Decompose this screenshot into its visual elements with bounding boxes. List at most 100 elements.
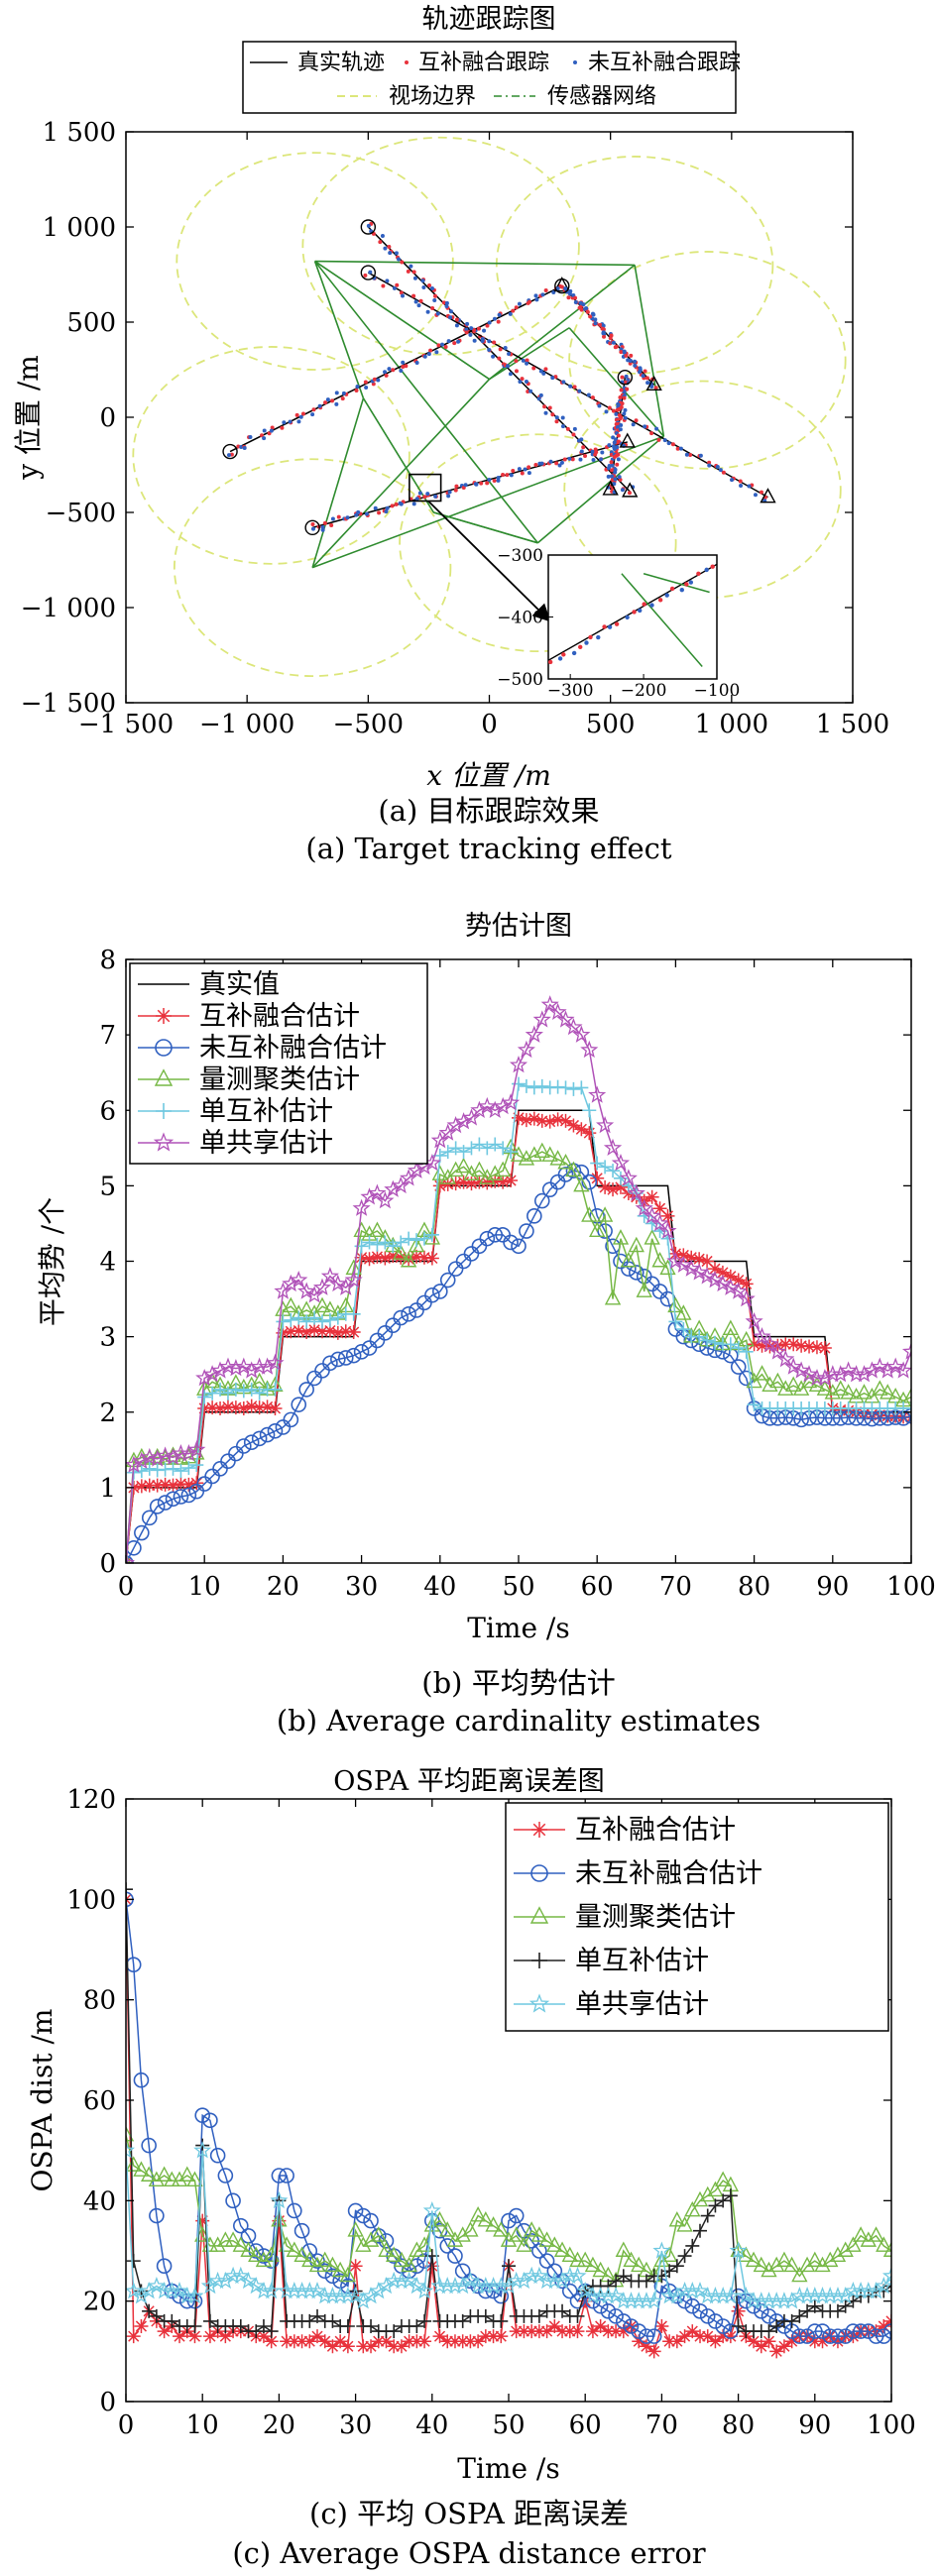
nofusion-track-point (581, 302, 586, 307)
data-point (707, 2313, 724, 2329)
data-point (613, 1171, 628, 1185)
nofusion-track-point (601, 323, 606, 328)
nofusion-track-point (468, 332, 473, 337)
data-point (126, 1553, 136, 1563)
data-point (745, 2251, 762, 2268)
data-point (379, 2334, 394, 2349)
nofusion-track-point (364, 511, 369, 516)
data-point (845, 2323, 862, 2339)
inset-nofusion-point (704, 567, 709, 573)
data-point (800, 2303, 815, 2318)
data-point (233, 2319, 248, 2333)
data-point (677, 2329, 692, 2344)
data-point (462, 2221, 479, 2237)
inset-y-tick-label: −300 (497, 546, 543, 566)
fusion-track-point (620, 401, 625, 406)
network-edge (314, 260, 490, 381)
data-point (446, 2231, 464, 2247)
track-end-marker (645, 375, 662, 392)
nofusion-track-point (463, 483, 468, 488)
data-point (213, 1382, 228, 1397)
data-point (149, 2207, 165, 2224)
data-point (596, 1206, 614, 1222)
fusion-track-point (615, 462, 620, 467)
fusion-track-point (583, 453, 588, 458)
data-point (524, 2221, 540, 2237)
y-tick-label: −1 000 (21, 594, 116, 623)
data-point (494, 2329, 509, 2344)
nofusion-track-point (654, 426, 659, 431)
nofusion-track-point (678, 446, 683, 451)
data-point (785, 1376, 802, 1393)
data-point (231, 2266, 250, 2285)
nofusion-track-point (536, 396, 541, 401)
data-point (220, 1386, 235, 1400)
nofusion-track-point (465, 321, 470, 326)
data-point (698, 1267, 717, 1285)
fusion-track-point (270, 425, 275, 430)
fusion-track-point (602, 334, 607, 339)
data-point (902, 1387, 911, 1403)
nofusion-track-point (559, 460, 564, 465)
data-point (676, 1322, 691, 1337)
data-point (259, 1426, 276, 1443)
series-2 (126, 1110, 911, 1563)
data-point (362, 1252, 377, 1267)
nofusion-track-point (262, 428, 267, 433)
data-point (287, 2334, 301, 2349)
data-point (547, 2319, 562, 2333)
data-point (798, 2256, 816, 2273)
data-point (504, 1145, 519, 1160)
nofusion-track-point (296, 419, 301, 424)
nofusion-track-point (550, 376, 555, 381)
data-point (416, 1231, 431, 1246)
panel-a-legend-box (242, 41, 737, 114)
data-point (645, 2328, 662, 2344)
nofusion-track-point (310, 526, 315, 531)
data-point (553, 2241, 571, 2257)
data-point (806, 2251, 823, 2268)
nofusion-track-point (576, 438, 581, 443)
data-point (542, 1114, 557, 1129)
fusion-track-point (354, 388, 359, 392)
data-point (639, 2328, 654, 2344)
x-tick-label: 1 500 (816, 710, 889, 739)
data-point (310, 2308, 324, 2323)
data-point (402, 1231, 416, 1246)
data-point (502, 1093, 521, 1111)
data-point (233, 2217, 249, 2234)
data-point (248, 2246, 265, 2263)
data-point (814, 2323, 831, 2339)
inset-nofusion-point (571, 650, 577, 656)
data-point (361, 2287, 381, 2304)
nofusion-track-point (317, 403, 322, 408)
data-point (716, 2193, 731, 2208)
network-edge (489, 264, 636, 381)
inset-nofusion-point (720, 564, 724, 568)
data-point (668, 1314, 683, 1329)
data-point (325, 2339, 340, 2354)
fusion-track-point (554, 461, 559, 466)
nofusion-track-point (628, 358, 633, 363)
fusion-track-point (581, 445, 586, 450)
fusion-track-point (562, 457, 567, 462)
nofusion-track-point (620, 488, 625, 493)
data-point (730, 2241, 747, 2257)
fusion-track-point (542, 404, 547, 409)
nofusion-track-point (364, 386, 369, 391)
panel-b-caption-en: (b) Average cardinality estimates (277, 1704, 761, 1737)
data-point (185, 2287, 204, 2304)
data-point (566, 1081, 581, 1096)
data-point (508, 2226, 525, 2242)
data-point (455, 2313, 470, 2328)
nofusion-track-point (614, 411, 619, 416)
data-point (616, 2269, 631, 2284)
data-point (708, 2334, 723, 2349)
data-point (402, 1252, 416, 1267)
data-point (620, 1251, 638, 1268)
data-point (133, 2072, 150, 2088)
data-point (573, 1176, 590, 1192)
data-point (213, 1400, 228, 1415)
data-point (187, 2319, 202, 2333)
nofusion-track-point (715, 465, 720, 470)
